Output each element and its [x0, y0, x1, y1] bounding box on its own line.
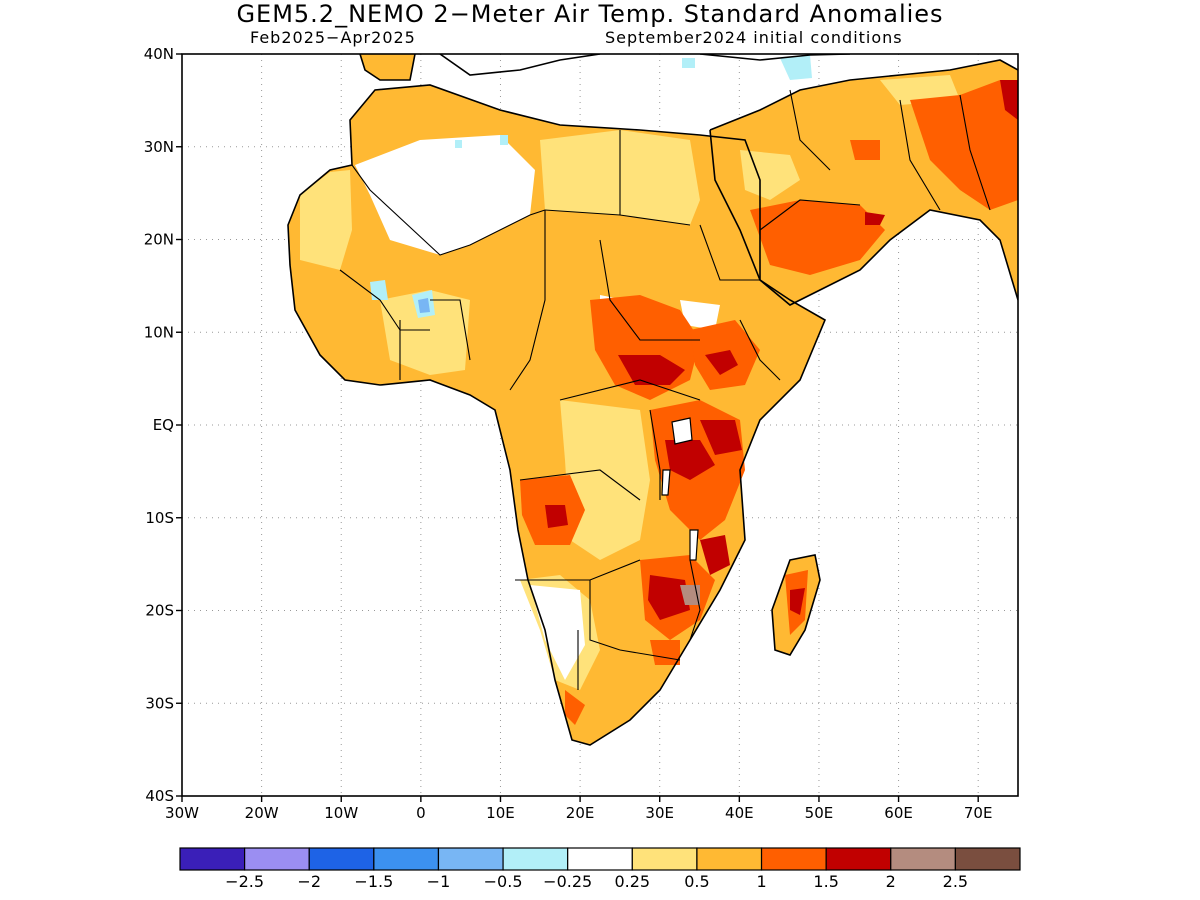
legend-swatch [890, 847, 956, 871]
coastlines [287, 54, 1018, 746]
legend-label: −0.5 [484, 872, 523, 891]
x-tick-label: 30W [165, 804, 199, 822]
legend-label: −0.25 [543, 872, 592, 891]
legend-label: 0.5 [684, 872, 709, 891]
forecast-period: Feb2025−Apr2025 [250, 28, 416, 47]
legend-label: −2 [297, 872, 321, 891]
legend-label: 0.25 [614, 872, 650, 891]
shade-blue [418, 298, 430, 313]
legend-swatch [760, 847, 827, 871]
x-tick-label: 10W [324, 804, 358, 822]
legend-label: 2.5 [943, 872, 968, 891]
x-tick-label: 10E [486, 804, 515, 822]
legend-label: −1.5 [354, 872, 393, 891]
y-tick-label: 30S [145, 694, 174, 712]
legend-label: −2.5 [225, 872, 264, 891]
great-lakes [661, 417, 699, 561]
y-tick-label: 10N [144, 323, 174, 341]
legend-label: −1 [427, 872, 451, 891]
legend-label: 1.5 [813, 872, 838, 891]
legend-swatch [244, 847, 310, 871]
y-tick-label: 20S [145, 602, 174, 620]
x-tick-label: 70E [964, 804, 993, 822]
legend-swatch [696, 847, 763, 871]
x-tick-label: 40E [725, 804, 754, 822]
shade-orange-europe [360, 54, 415, 80]
y-tick-label: 30N [144, 138, 174, 156]
country-borders [339, 89, 991, 690]
y-tick-label: 10S [145, 509, 174, 527]
color-legend: −2.5 −2 −1.5 −1 −0.5 −0.25 0.25 0.5 1 1.5 2 2.5 [179, 847, 1021, 891]
x-tick-label: 20E [566, 804, 595, 822]
y-tick-label: 40S [145, 787, 174, 805]
y-tick-label: 20N [144, 231, 174, 249]
y-tick-label: 40N [144, 45, 174, 63]
initial-conditions: September2024 initial conditions [605, 28, 903, 47]
x-tick-label: 0 [416, 804, 426, 822]
x-axis-ticks: 30W 20W 10W 0 10E 20E 30E 40E 50E 60E 70E [165, 796, 992, 822]
legend-label: 1 [756, 872, 766, 891]
legend-swatch [373, 847, 440, 871]
y-axis-ticks: 40N 30N 20N 10N EQ 10S 20S 30S 40S [144, 45, 182, 805]
legend-swatch [954, 847, 1021, 871]
y-tick-label: EQ [153, 416, 174, 434]
x-tick-label: 60E [884, 804, 913, 822]
legend-swatch [308, 847, 375, 871]
legend-swatch [179, 847, 246, 871]
legend-swatch [502, 847, 569, 871]
legend-swatch [437, 847, 504, 871]
legend-swatch [631, 847, 698, 871]
anomaly-shading [287, 54, 1018, 746]
x-tick-label: 30E [645, 804, 674, 822]
legend-label: 2 [886, 872, 896, 891]
x-tick-label: 20W [245, 804, 279, 822]
x-tick-label: 50E [805, 804, 834, 822]
shade-brown [680, 585, 700, 605]
legend-swatch [825, 847, 892, 871]
legend-swatch [567, 847, 633, 871]
shade-red [545, 80, 1018, 620]
map-title: GEM5.2_NEMO 2−Meter Air Temp. Standard A… [236, 0, 944, 28]
